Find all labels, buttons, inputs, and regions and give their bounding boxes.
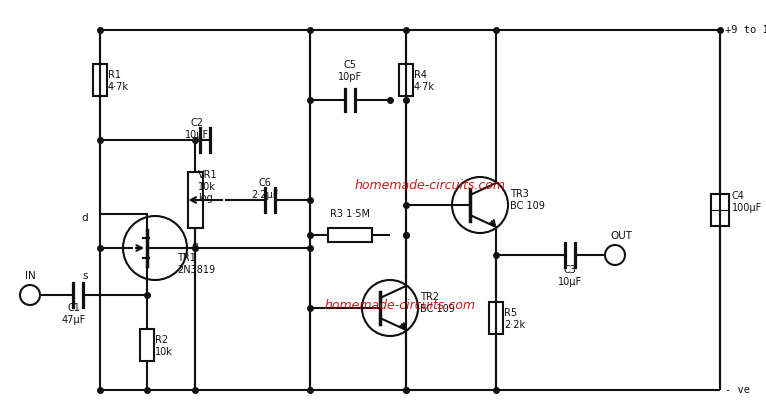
- Text: C2
10μF: C2 10μF: [185, 118, 209, 139]
- Text: R1
4·7k: R1 4·7k: [108, 70, 129, 92]
- Text: d: d: [81, 213, 88, 223]
- Text: TR1
2N3819: TR1 2N3819: [177, 253, 215, 275]
- Bar: [188, 173, 202, 227]
- Text: TR3
BC 109: TR3 BC 109: [510, 189, 545, 211]
- Text: C3
10μF: C3 10μF: [558, 265, 582, 287]
- Bar: [328, 228, 372, 242]
- Text: C5
10pF: C5 10pF: [338, 61, 362, 82]
- Text: IN: IN: [25, 271, 35, 281]
- Text: +9 to 12V: +9 to 12V: [725, 25, 766, 35]
- Text: VR1
10k
log: VR1 10k log: [198, 170, 218, 203]
- Text: C1
47μF: C1 47μF: [62, 303, 86, 325]
- Text: homemade-circuits.com: homemade-circuits.com: [325, 298, 476, 312]
- Text: R4
4·7k: R4 4·7k: [414, 70, 435, 92]
- Text: g: g: [191, 241, 198, 251]
- Bar: [489, 302, 503, 334]
- Text: - ve: - ve: [725, 385, 750, 395]
- Text: C4
100μF: C4 100μF: [732, 191, 762, 213]
- Text: s: s: [83, 271, 88, 281]
- Text: R2
10k: R2 10k: [155, 335, 173, 356]
- Bar: [93, 64, 107, 96]
- Text: R5
2·2k: R5 2·2k: [504, 308, 525, 330]
- Bar: [140, 329, 154, 361]
- Text: homemade-circuits.com: homemade-circuits.com: [355, 178, 506, 191]
- Text: TR2
BC 109: TR2 BC 109: [420, 292, 455, 314]
- Text: OUT: OUT: [610, 231, 632, 241]
- Text: C6
2·2μF: C6 2·2μF: [251, 178, 279, 200]
- Bar: [711, 194, 729, 226]
- Text: R3 1·5M: R3 1·5M: [330, 209, 370, 219]
- Bar: [399, 64, 413, 96]
